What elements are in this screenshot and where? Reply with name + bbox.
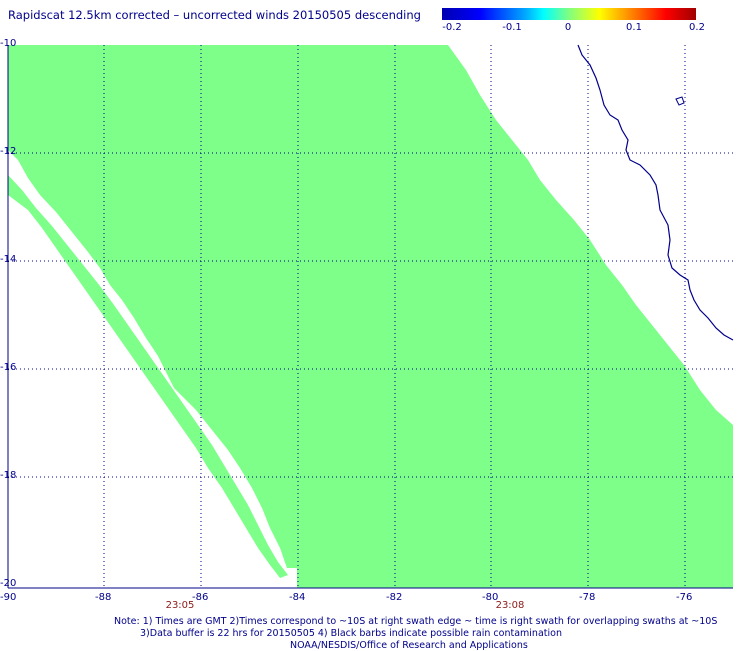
colorbar	[442, 8, 696, 20]
lat-label: -20	[0, 578, 17, 589]
grid	[8, 45, 733, 588]
wind-swath	[8, 45, 733, 588]
lon-label: -84	[289, 592, 306, 603]
lat-label: -18	[0, 470, 17, 481]
note-line-2: 3)Data buffer is 22 hrs for 20150505 4) …	[140, 628, 562, 639]
coastline	[577, 44, 734, 341]
lon-label: -82	[386, 592, 403, 603]
swath-strip	[8, 175, 288, 578]
lat-label: -12	[0, 146, 17, 157]
lon-label: -88	[95, 592, 112, 603]
colorbar-tick: 0.2	[689, 22, 705, 33]
lon-label: -90	[0, 592, 17, 603]
swath-time-label: 23:05	[165, 600, 195, 611]
island	[675, 96, 685, 106]
lat-label: -10	[0, 38, 17, 49]
colorbar-tick: 0.1	[626, 22, 642, 33]
note-line-3: NOAA/NESDIS/Office of Research and Appli…	[290, 640, 528, 651]
colorbar-tick: -0.1	[502, 22, 522, 33]
lon-label: -78	[579, 592, 596, 603]
map-title: Rapidscat 12.5km corrected – uncorrected…	[8, 8, 421, 22]
lon-label: -80	[482, 592, 499, 603]
note-line-1: Note: 1) Times are GMT 2)Times correspon…	[114, 616, 718, 627]
colorbar-tick: -0.2	[442, 22, 462, 33]
lon-label: -76	[676, 592, 693, 603]
swath-time-label: 23:08	[495, 600, 525, 611]
lat-label: -14	[0, 254, 17, 265]
lat-label: -16	[0, 362, 17, 373]
colorbar-tick: 0	[564, 22, 572, 33]
lon-label: -86	[192, 592, 209, 603]
